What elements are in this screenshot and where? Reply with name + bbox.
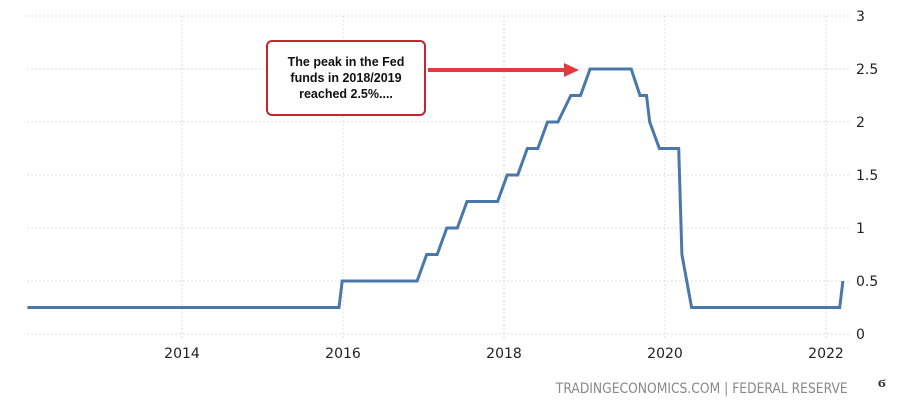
- grid-lines: [27, 15, 850, 340]
- y-tick-label: 2.5: [856, 62, 878, 78]
- y-tick-label: 3: [856, 9, 865, 25]
- annotation-arrow: [428, 63, 579, 77]
- annotation-text: The peak in the Fed funds in 2018/2019 r…: [287, 55, 405, 101]
- x-tick-label: 2020: [647, 346, 683, 362]
- annotation-box: The peak in the Fed funds in 2018/2019 r…: [266, 40, 426, 116]
- y-tick-label: 1.5: [856, 168, 878, 184]
- x-tick-label: 2018: [486, 346, 522, 362]
- source-credit: TRADINGECONOMICS.COM | FEDERAL RESERVE: [556, 381, 848, 397]
- x-tick-label: 2014: [164, 346, 200, 362]
- tradingeconomics-logo-icon: ϭ: [878, 373, 886, 391]
- y-tick-label: 0: [856, 327, 865, 343]
- y-tick-label: 1: [856, 221, 865, 237]
- y-tick-label: 0.5: [856, 274, 878, 290]
- x-tick-label: 2016: [325, 346, 361, 362]
- fed-funds-rate-line: [27, 67, 845, 309]
- y-axis-ticks: 0 0.5 1 1.5 2 2.5 3: [856, 9, 878, 343]
- x-axis-ticks: 2014 2016 2018 2020 2022: [164, 346, 844, 362]
- x-tick-label: 2022: [808, 346, 844, 362]
- y-tick-label: 2: [856, 115, 865, 131]
